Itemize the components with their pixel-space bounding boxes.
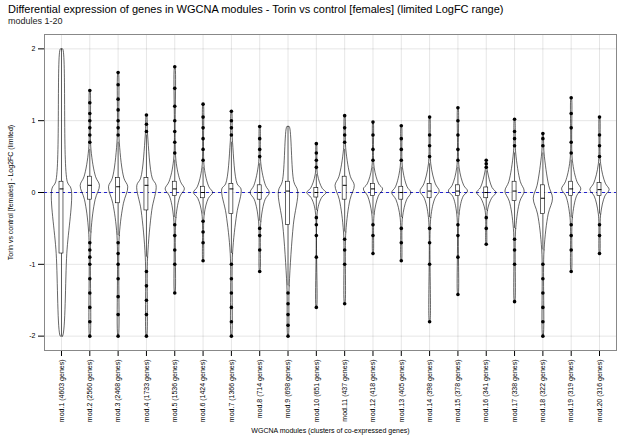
svg-text:mod.17 (338 genes): mod.17 (338 genes)	[511, 360, 519, 423]
svg-text:Torin vs control [females] - L: Torin vs control [females] - Log2FC (lim…	[7, 125, 15, 260]
svg-text:mod.11 (437 genes): mod.11 (437 genes)	[341, 360, 349, 422]
svg-text:mod.3 (2468 genes): mod.3 (2468 genes)	[114, 360, 122, 423]
svg-text:mod.14 (398 genes): mod.14 (398 genes)	[426, 360, 434, 423]
svg-text:0: 0	[32, 189, 36, 196]
html-text:modules 1-20: modules 1-20	[8, 16, 63, 26]
svg-text:mod.18 (322 genes): mod.18 (322 genes)	[539, 360, 547, 423]
svg-text:mod.1 (4603 genes): mod.1 (4603 genes)	[58, 360, 66, 423]
svg-text:mod.9 (698 genes): mod.9 (698 genes)	[284, 360, 292, 419]
svg-text:mod.5 (1536 genes): mod.5 (1536 genes)	[171, 360, 179, 423]
svg-text:-2: -2	[29, 332, 35, 339]
svg-text:mod.2 (2560 genes): mod.2 (2560 genes)	[86, 360, 94, 423]
svg-text:mod.8 (714 genes): mod.8 (714 genes)	[256, 360, 264, 419]
svg-text:mod.10 (651 genes): mod.10 (651 genes)	[313, 360, 321, 423]
svg-text:mod.13 (405 genes): mod.13 (405 genes)	[398, 360, 406, 423]
svg-text:mod.15 (378 genes): mod.15 (378 genes)	[454, 360, 462, 423]
svg-text:mod.20 (316 genes): mod.20 (316 genes)	[596, 360, 604, 423]
svg-text:mod.19 (319 genes): mod.19 (319 genes)	[567, 360, 575, 423]
svg-text:1: 1	[32, 117, 36, 124]
svg-text:WGCNA modules (clusters of co-: WGCNA modules (clusters of co-expressed …	[251, 427, 409, 435]
svg-text:2: 2	[32, 45, 36, 52]
svg-text:mod.12 (418 genes): mod.12 (418 genes)	[369, 360, 377, 423]
svg-text:mod.4 (1733 genes): mod.4 (1733 genes)	[143, 360, 151, 423]
svg-text:mod.6 (1424 genes): mod.6 (1424 genes)	[199, 360, 207, 423]
svg-text:mod.7 (1366 genes): mod.7 (1366 genes)	[228, 360, 236, 423]
html-text:Differential expression of gen: Differential expression of genes in WGCN…	[8, 3, 504, 15]
svg-text:mod.16 (341 genes): mod.16 (341 genes)	[482, 360, 490, 423]
svg-text:-1: -1	[29, 261, 35, 268]
